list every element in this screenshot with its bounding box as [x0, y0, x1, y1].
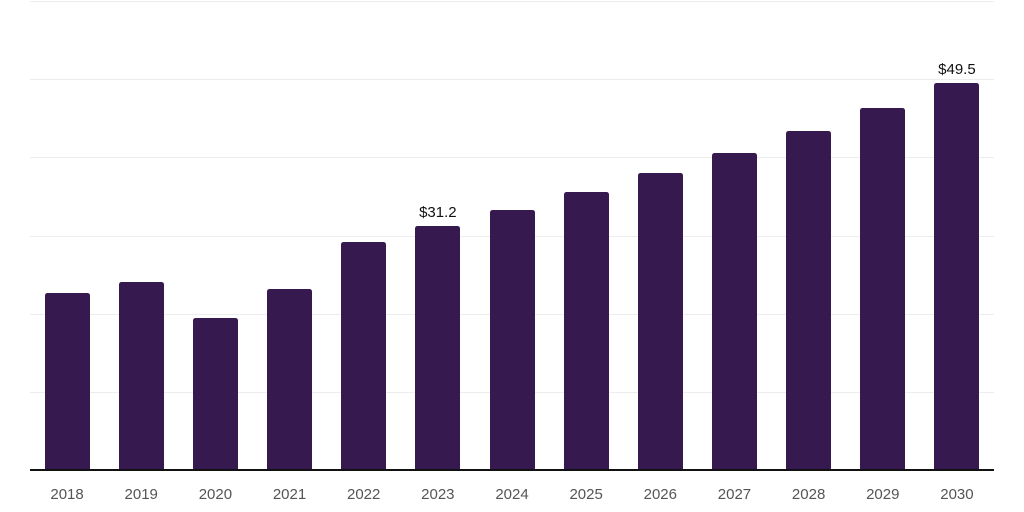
gridline-40 [30, 157, 994, 159]
x-tick-label-2019: 2019 [124, 486, 158, 503]
bar-2029 [860, 108, 906, 470]
bar-2018 [44, 293, 90, 470]
x-axis-line [30, 469, 994, 471]
x-tick-label-2021: 2021 [272, 486, 307, 503]
x-tick-label-2027: 2027 [717, 486, 752, 503]
plot-area: $31.2 $49.5 [30, 1, 994, 471]
x-tick-label-2030: 2030 [940, 486, 974, 503]
bar-value-label-2023: $31.2 [419, 204, 457, 222]
bar-2027 [711, 152, 757, 470]
bar-2020 [192, 318, 238, 470]
x-tick-label-2026: 2026 [643, 486, 677, 503]
x-tick-label-2028: 2028 [791, 486, 826, 503]
bar-2022 [341, 241, 387, 470]
bar-2021 [267, 289, 313, 470]
x-tick-label-2025: 2025 [569, 486, 603, 503]
gridline-60 [30, 1, 994, 2]
bar-value-label-2030: $49.5 [938, 61, 976, 79]
bar-2023 [415, 226, 461, 470]
bar-2026 [637, 172, 683, 470]
bar-2028 [786, 130, 832, 470]
x-tick-label-2020: 2020 [198, 486, 233, 503]
bar-2030 [934, 83, 980, 470]
x-tick-label-2029: 2029 [866, 486, 900, 503]
bar-2025 [563, 191, 609, 470]
x-tick-label-2023: 2023 [421, 486, 455, 503]
bar-2019 [118, 282, 164, 470]
x-tick-label-2022: 2022 [347, 486, 381, 503]
gridline-50 [30, 79, 994, 81]
x-tick-label-2018: 2018 [50, 486, 84, 503]
x-tick-label-2024: 2024 [495, 486, 529, 503]
bar-2024 [489, 209, 535, 470]
